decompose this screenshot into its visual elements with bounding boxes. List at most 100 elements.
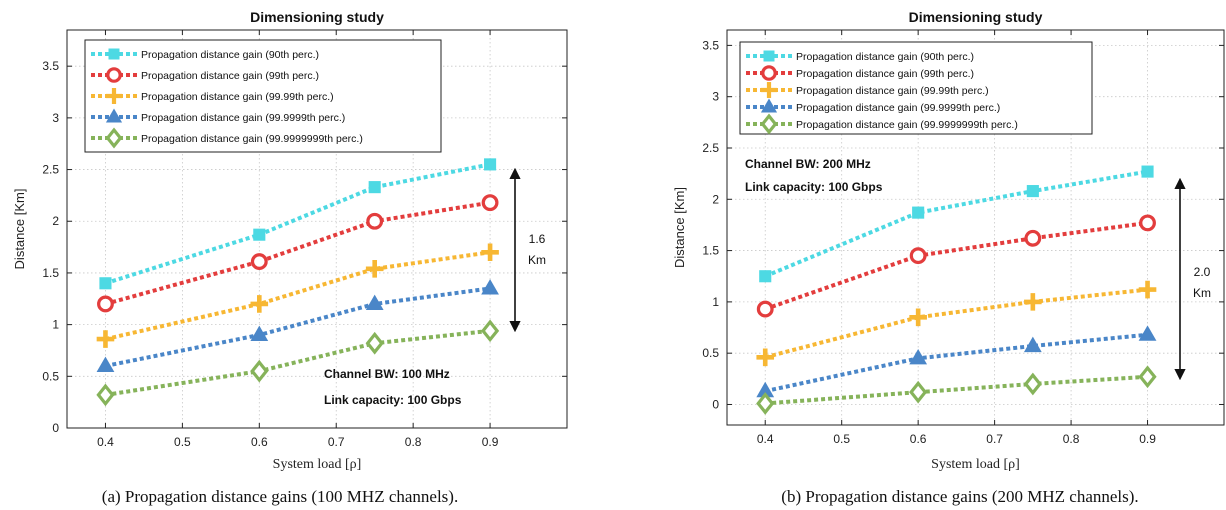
annotation-channel-bw: Channel BW: 100 MHz	[324, 367, 450, 381]
legend-entry-2: Propagation distance gain (99th perc.)	[141, 70, 319, 82]
legend-entry-1: Propagation distance gain (90th perc.)	[141, 49, 319, 61]
series-5-point-1	[756, 392, 775, 415]
series-1-point-1	[99, 277, 112, 290]
legend-swatch-marker-4	[105, 108, 123, 123]
series-1-point-2	[253, 228, 266, 241]
legend-entry-5: Propagation distance gain (99.9999999th …	[141, 133, 363, 145]
x-tick-label-3: 0.7	[986, 432, 1003, 446]
series-2-line	[764, 220, 1148, 311]
series-1-point-2	[912, 206, 925, 219]
annotation-link-capacity: Link capacity: 100 Gbps	[324, 393, 462, 407]
legend-swatch-marker-5	[105, 127, 123, 149]
series-2-point-4	[481, 194, 499, 212]
y-tick-label-0: 0	[52, 421, 59, 435]
x-tick-label-5: 0.9	[1139, 432, 1156, 446]
series-3-point-3	[1024, 293, 1042, 311]
series-3-line	[105, 250, 491, 342]
y-tick-label-6: 3	[712, 90, 719, 104]
arrow-label-value: 2.0	[1194, 265, 1211, 279]
y-tick-label-5: 2.5	[702, 141, 719, 155]
series-3-point-1	[756, 348, 775, 367]
series-4-line	[764, 332, 1148, 394]
series-3-point-4	[1138, 280, 1157, 299]
series-3-point-3	[365, 260, 384, 278]
figure-caption: (b) Propagation distance gains (200 MHZ …	[781, 487, 1138, 506]
figure-caption: (a) Propagation distance gains (100 MHZ …	[102, 487, 458, 506]
legend-entry-2: Propagation distance gain (99th perc.)	[796, 68, 974, 80]
y-tick-label-2: 1	[52, 318, 59, 332]
x-tick-label-4: 0.8	[405, 435, 422, 449]
legend-entry-5: Propagation distance gain (99.9999999th …	[796, 119, 1018, 131]
x-axis-label: System load [ρ]	[931, 457, 1020, 472]
y-tick-label-3: 1.5	[702, 244, 719, 258]
series-3-point-1	[96, 330, 115, 348]
x-tick-label-0: 0.4	[757, 432, 774, 446]
series-5-line	[105, 328, 491, 397]
legend-swatch-marker-2	[106, 67, 122, 83]
series-5-line	[765, 374, 1148, 406]
series-5-point-2	[909, 380, 928, 404]
legend-swatch-marker-5	[760, 113, 778, 135]
series-5-point-2	[250, 359, 269, 383]
series-1-line	[104, 162, 491, 286]
y-tick-label-6: 3	[52, 111, 59, 125]
x-tick-label-0: 0.4	[97, 435, 114, 449]
series-2-point-1	[756, 300, 774, 318]
series-5-point-1	[96, 383, 115, 407]
legend-entry-4: Propagation distance gain (99.9999th per…	[796, 102, 1000, 114]
series-1-point-3	[1026, 185, 1039, 198]
series-1	[99, 158, 497, 290]
legend-swatch-marker-1	[108, 48, 120, 60]
x-tick-label-5: 0.9	[482, 435, 499, 449]
y-axis-label: Distance [Km]	[12, 189, 27, 270]
y-tick-label-4: 2	[52, 214, 59, 228]
series-2-point-2	[250, 253, 268, 270]
series-1	[759, 165, 1154, 283]
legend-swatch-marker-3	[106, 88, 122, 104]
plot-frame	[726, 29, 1225, 426]
chart-1: 0 0.5 1 1.5 2 2.5 3 3.5 0.4 0.5 0.6 0.7 0.8 0.9 Dimens…	[12, 9, 568, 506]
y-tick-label-2: 1	[712, 295, 719, 309]
series-2	[97, 194, 499, 313]
legend: Propagation distance gain (90th perc.) Pr…	[84, 39, 442, 153]
arrow-label-unit: Km	[1193, 286, 1211, 300]
series-5	[96, 319, 500, 407]
y-tick-label-3: 1.5	[42, 266, 59, 280]
series-4	[96, 279, 499, 373]
legend-entry-3: Propagation distance gain (99.99th perc.…	[141, 91, 334, 103]
series-2-line	[104, 200, 491, 306]
y-tick-label-7: 3.5	[702, 38, 719, 52]
y-tick-label-7: 3.5	[42, 59, 59, 73]
legend-box	[84, 39, 442, 153]
series-3	[96, 243, 499, 348]
chart-title: Dimensioning study	[909, 9, 1043, 25]
y-tick-label-1: 0.5	[42, 369, 59, 383]
series-2-point-2	[909, 247, 927, 265]
series-1-point-3	[368, 181, 381, 194]
x-tick-label-1: 0.5	[174, 435, 191, 449]
series-4-point-1	[756, 381, 775, 398]
legend: Propagation distance gain (90th perc.) Pr…	[739, 41, 1093, 135]
chart-2: 0 0.5 1 1.5 2 2.5 3 3.5 0.4 0.5 0.6 0.7 0.8 0.9 Dimens…	[672, 9, 1225, 506]
series-5-point-4	[480, 319, 500, 343]
legend-entry-3: Propagation distance gain (99.99th perc.…	[796, 85, 989, 97]
legend-box	[739, 41, 1093, 135]
series-4-point-4	[1138, 325, 1157, 341]
x-tick-label-3: 0.7	[328, 435, 345, 449]
series-4-point-3	[365, 294, 384, 311]
series-2-point-3	[366, 212, 384, 230]
x-tick-label-2: 0.6	[910, 432, 927, 446]
legend-swatch-marker-3	[761, 82, 778, 98]
series-1-point-1	[759, 270, 772, 283]
x-tick-label-2: 0.6	[251, 435, 268, 449]
series-2	[756, 214, 1156, 318]
annotation-link-capacity: Link capacity: 100 Gbps	[745, 180, 883, 194]
series-4-line	[105, 286, 491, 368]
arrow-label-unit: Km	[528, 253, 546, 267]
y-tick-label-4: 2	[712, 192, 719, 206]
legend-entry-4: Propagation distance gain (99.9999th per…	[141, 112, 345, 124]
series-4-point-4	[481, 279, 499, 295]
legend-swatch-marker-2	[761, 65, 777, 81]
arrow-label-value: 1.6	[529, 232, 546, 246]
